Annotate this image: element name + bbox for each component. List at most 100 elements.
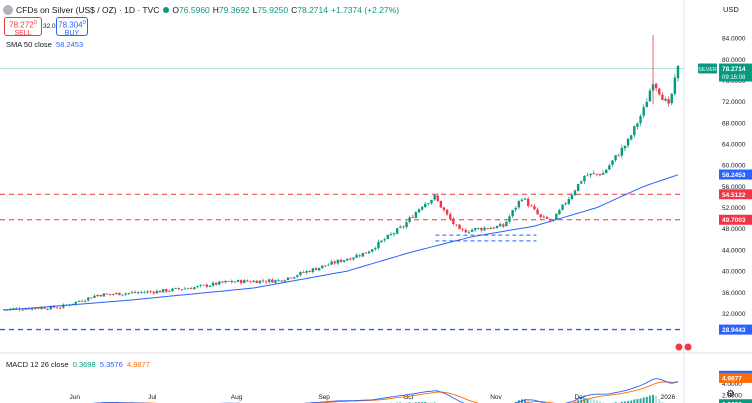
event-flag-icon[interactable] [683,342,693,352]
macd-tag [719,399,752,403]
candle-body [364,252,368,254]
sma-line[interactable] [3,174,679,311]
candle-body [564,203,567,205]
candle-body [146,291,149,293]
candle-body [190,288,193,290]
candle-body [280,280,283,282]
candle-body [673,77,677,94]
candle-body [292,277,296,279]
candle-body [133,291,137,293]
candle-body [383,239,386,241]
last-price-text: 78.2714 [722,66,746,73]
candle-body [333,261,336,264]
candle-body [592,173,595,175]
candle-body [168,290,171,292]
candle-body [517,200,521,208]
candle-body [614,155,617,161]
candle-body [511,210,514,217]
candle-body [664,98,667,101]
macd-histogram-bar [595,400,598,403]
candle-body [355,254,358,258]
y-tick-label: 72.0000 [722,99,746,106]
candle-body [498,224,502,227]
candle-body [34,308,37,309]
macd-line[interactable] [4,378,679,403]
price-tag [719,189,752,200]
macd-histogram-bar [642,397,645,403]
candle-body [395,228,399,234]
macd-histogram-bar [648,395,651,403]
candle-body [458,224,461,230]
price-tag-text: 58.2453 [722,172,746,179]
candle-body [121,294,124,296]
sma-indicator-legend[interactable]: SMA 50 close 58.2453 [6,40,84,49]
macd-histogram-bar [655,396,658,403]
candle-body [58,307,62,309]
candle-body [502,224,505,227]
macd-histogram-bar [530,401,533,403]
candle-body [171,288,174,292]
candle-body [661,94,664,101]
candle-body [140,292,143,293]
candle-body [411,217,414,218]
symbol-tag-label: SILVER [698,67,717,73]
macd-histogram-bar [639,398,642,403]
silver-icon [3,5,13,15]
market-status-icon [163,7,170,13]
candle-body [436,195,439,201]
candle-body [648,90,652,102]
candle-body [261,280,265,282]
candle-body [455,224,458,226]
candle-body [658,88,661,95]
candle-body [473,228,477,231]
candle-body [358,255,361,257]
candle-body [74,301,77,304]
candle-body [30,307,34,310]
candle-body [389,234,393,236]
y-tick-label: 52.0000 [722,205,746,212]
candle-body [445,209,449,215]
candle-body [311,268,315,272]
y-tick-label: 60.0000 [722,163,746,170]
candle-body [127,292,131,294]
macd-histogram-bar [633,399,636,403]
event-flag-icon[interactable] [674,342,684,352]
candle-body [380,240,383,243]
macd-histogram-bar [592,399,595,403]
candle-body [570,194,574,200]
settings-gear-icon[interactable]: ⚙ [726,389,735,400]
currency-label[interactable]: USD [723,5,739,14]
candle-body [533,206,536,210]
macd-histogram-bar [627,400,630,403]
symbol-title[interactable]: CFDs on Silver (US$ / OZ) · 1D · TVC [16,5,160,15]
candle-body [361,252,365,257]
candle-body [449,214,452,220]
candle-body [608,165,611,170]
y-tick-label: 36.0000 [722,290,746,297]
candle-body [405,222,408,228]
candle-body [224,280,227,283]
candle-body [143,292,146,294]
symbol-tag [698,63,717,74]
buy-button[interactable]: 78.3040 BUY [56,17,88,37]
macd-histogram-bar [524,399,527,403]
candle-body [299,271,302,276]
candle-body [377,241,380,249]
candle-body [296,275,299,277]
candle-body [439,200,443,208]
sell-button[interactable]: 78.2720 SELL [4,17,42,37]
candle-body [289,277,293,279]
candle-body [180,289,184,291]
macd-histogram-bar [620,401,623,403]
candle-body [271,279,274,283]
candle-body [336,259,340,264]
candle-body [545,216,549,219]
candle-body [667,99,670,104]
macd-indicator-legend[interactable]: MACD 12 26 close 0.3698 5.3576 4.9877 [6,360,150,369]
candle-body [186,288,190,290]
candle-body [283,280,287,282]
price-tag [719,169,752,180]
candle-body [196,286,199,288]
candle-body [548,218,552,221]
